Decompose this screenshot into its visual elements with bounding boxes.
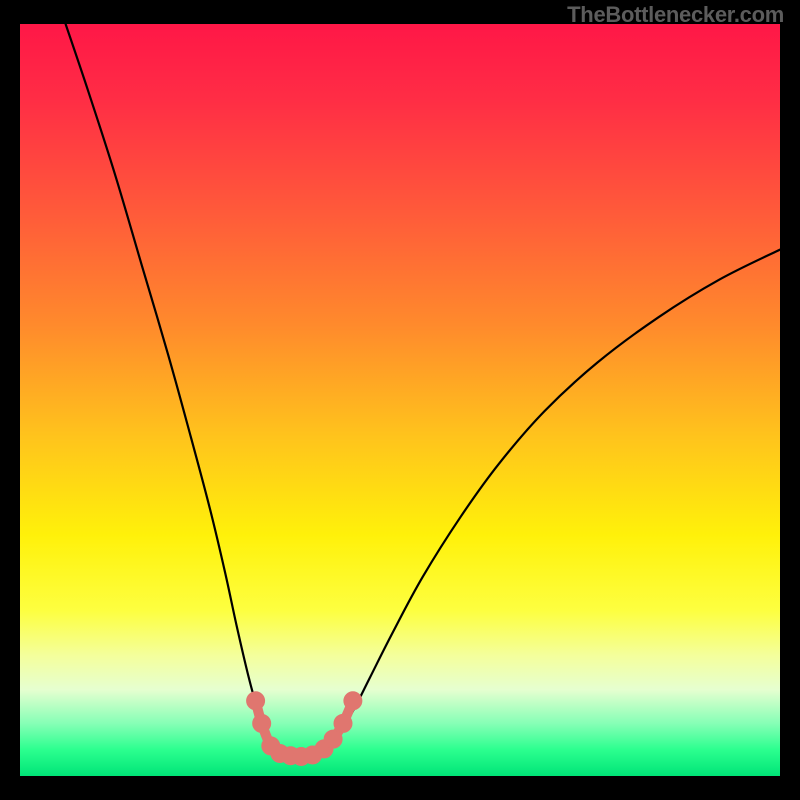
- watermark: TheBottlenecker.com: [567, 2, 784, 28]
- plot-area: [20, 24, 780, 776]
- marker-point: [344, 692, 362, 710]
- marker-point: [334, 714, 352, 732]
- marker-point: [253, 714, 271, 732]
- marker-point: [324, 730, 342, 748]
- marker-point: [247, 692, 265, 710]
- bottleneck-chart: [0, 0, 800, 800]
